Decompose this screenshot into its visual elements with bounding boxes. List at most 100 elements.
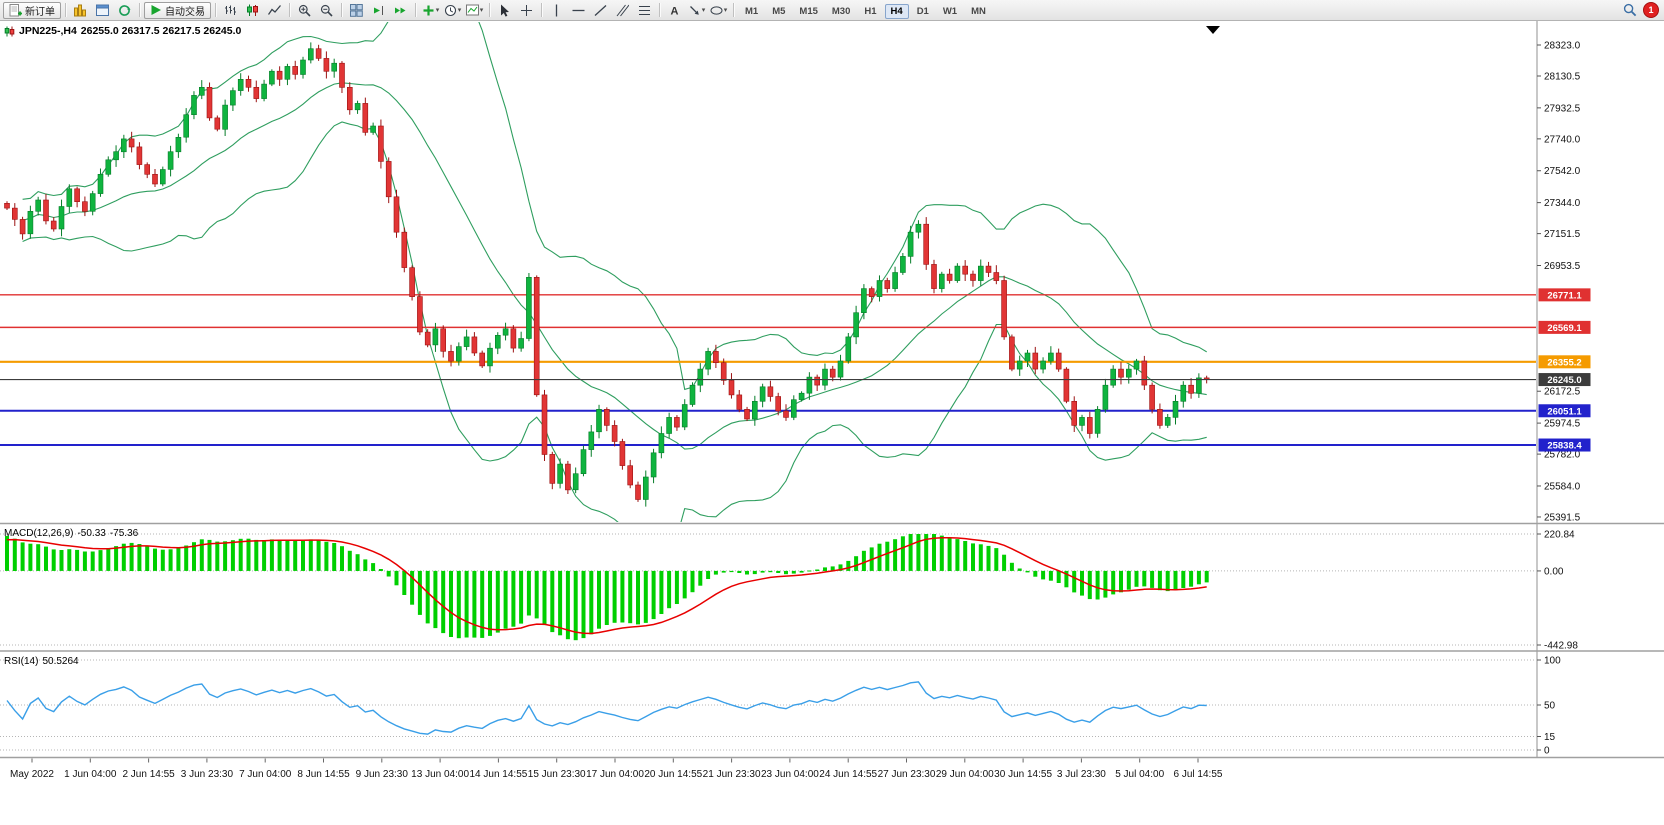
search-icon xyxy=(1623,3,1636,17)
scroll-to-end-marker[interactable] xyxy=(1206,26,1220,34)
template-icon xyxy=(465,4,479,15)
toolbar: 新订单 自动交易 ▾ ▾ ▾ A ▾ ▾ M1 M5 M15 M30 H1 H4 D1 W1 M… xyxy=(0,0,1664,21)
tf-button-m5[interactable]: M5 xyxy=(772,6,786,17)
svg-text:23 Jun 04:00: 23 Jun 04:00 xyxy=(761,769,819,780)
tf-button-m30[interactable]: M30 xyxy=(831,6,851,17)
refresh-button[interactable] xyxy=(114,1,135,19)
svg-text:27344.0: 27344.0 xyxy=(1544,198,1581,209)
svg-text:15: 15 xyxy=(1544,732,1556,743)
svg-text:5 Jul 04:00: 5 Jul 04:00 xyxy=(1115,769,1164,780)
channel-button[interactable] xyxy=(612,1,633,19)
macd-panel xyxy=(0,533,1536,646)
tf-button-w1[interactable]: W1 xyxy=(942,6,958,17)
candles xyxy=(4,42,1210,507)
svg-text:13 Jun 04:00: 13 Jun 04:00 xyxy=(411,769,469,780)
search-button[interactable] xyxy=(1619,1,1640,19)
bar-chart-icon xyxy=(225,5,236,15)
dropdown-caret-icon: ▾ xyxy=(457,7,462,14)
macd-name: MACD(12,26,9) xyxy=(4,528,74,539)
auto-scroll-icon xyxy=(395,7,406,13)
toolbar-separator xyxy=(541,3,542,17)
zoom-out-button[interactable] xyxy=(316,1,337,19)
candlestick-chart-button[interactable] xyxy=(242,1,263,19)
svg-text:25584.0: 25584.0 xyxy=(1544,481,1581,492)
tf-button-m15[interactable]: M15 xyxy=(799,6,818,17)
svg-text:0: 0 xyxy=(1544,746,1550,757)
svg-text:26051.1: 26051.1 xyxy=(1547,406,1582,417)
fibonacci-button[interactable] xyxy=(634,1,655,19)
clock-icon xyxy=(444,4,456,16)
metaeditor-button[interactable] xyxy=(70,1,91,19)
tf-button-h4[interactable]: H4 xyxy=(884,4,909,19)
cursor-icon xyxy=(501,4,509,17)
shapes-button[interactable]: ▾ xyxy=(708,1,729,19)
zoom-in-button[interactable] xyxy=(294,1,315,19)
cursor-button[interactable] xyxy=(494,1,515,19)
toolbar-separator xyxy=(659,3,660,17)
svg-text:26172.5: 26172.5 xyxy=(1544,387,1581,398)
line-chart-icon xyxy=(268,4,281,15)
svg-text:25782.0: 25782.0 xyxy=(1544,450,1581,461)
svg-text:14 Jun 14:55: 14 Jun 14:55 xyxy=(469,769,527,780)
toolbar-separator xyxy=(289,3,290,17)
toolbar-right-group: 1 xyxy=(1619,1,1661,19)
zoom-out-icon xyxy=(320,4,333,17)
chart-shift-button[interactable] xyxy=(368,1,389,19)
svg-text:3 Jul 23:30: 3 Jul 23:30 xyxy=(1057,769,1106,780)
dropdown-caret-icon: ▾ xyxy=(723,7,728,14)
svg-text:A: A xyxy=(671,5,679,17)
new-order-label: 新订单 xyxy=(25,6,55,18)
toolbar-separator xyxy=(215,3,216,17)
tf-button-mn[interactable]: MN xyxy=(971,6,986,17)
autotrading-button[interactable]: 自动交易 xyxy=(144,1,211,19)
svg-text:27932.5: 27932.5 xyxy=(1544,103,1581,114)
svg-text:May 2022: May 2022 xyxy=(10,769,54,780)
tf-button-d1[interactable]: D1 xyxy=(916,6,929,17)
arrow-tool-button[interactable]: ▾ xyxy=(686,1,707,19)
horizontal-line-button[interactable] xyxy=(568,1,589,19)
data-window-icon xyxy=(96,4,109,16)
svg-text:25838.4: 25838.4 xyxy=(1547,441,1582,452)
svg-text:0.00: 0.00 xyxy=(1544,566,1564,577)
bollinger-bands xyxy=(22,22,1207,522)
periods-button[interactable]: ▾ xyxy=(442,1,463,19)
tile-windows-icon xyxy=(350,3,363,17)
chart-title: JPN225-,H4 26255.0 26317.5 26217.5 26245… xyxy=(4,25,241,37)
tf-button-m1[interactable]: M1 xyxy=(745,6,759,17)
bar-chart-button[interactable] xyxy=(220,1,241,19)
trendline-button[interactable] xyxy=(590,1,611,19)
toolbar-separator xyxy=(341,3,342,17)
svg-text:27542.0: 27542.0 xyxy=(1544,166,1581,177)
auto-scroll-button[interactable] xyxy=(390,1,411,19)
svg-text:20 Jun 14:55: 20 Jun 14:55 xyxy=(644,769,702,780)
svg-text:6 Jul 14:55: 6 Jul 14:55 xyxy=(1174,769,1223,780)
new-order-icon xyxy=(9,3,22,16)
tile-windows-button[interactable] xyxy=(346,1,367,19)
svg-text:8 Jun 14:55: 8 Jun 14:55 xyxy=(297,769,350,780)
svg-text:3 Jun 23:30: 3 Jun 23:30 xyxy=(181,769,234,780)
crosshair-icon xyxy=(521,4,532,16)
chart-symbol-icon xyxy=(4,26,15,36)
templates-button[interactable]: ▾ xyxy=(464,1,485,19)
rsi-indicator-label: RSI(14) 50.5264 xyxy=(4,656,79,667)
arrow-tool-icon xyxy=(689,5,699,15)
crosshair-button[interactable] xyxy=(516,1,537,19)
axes: 28323.0 28130.5 27932.5 27740.0 27542.0 27344… xyxy=(0,21,1664,780)
line-chart-button[interactable] xyxy=(264,1,285,19)
data-window-button[interactable] xyxy=(92,1,113,19)
tf-button-h1[interactable]: H1 xyxy=(864,6,877,17)
text-tool-button[interactable]: A xyxy=(664,1,685,19)
svg-text:2 Jun 14:55: 2 Jun 14:55 xyxy=(122,769,175,780)
svg-text:27 Jun 23:30: 27 Jun 23:30 xyxy=(878,769,936,780)
svg-text:-442.98: -442.98 xyxy=(1544,641,1578,652)
notification-badge[interactable]: 1 xyxy=(1643,2,1659,18)
svg-text:21 Jun 23:30: 21 Jun 23:30 xyxy=(703,769,761,780)
new-order-button[interactable]: 新订单 xyxy=(3,1,61,19)
indicators-button[interactable]: ▾ xyxy=(420,1,441,19)
macd-value-main: -50.33 xyxy=(77,528,106,539)
vertical-line-button[interactable] xyxy=(546,1,567,19)
svg-text:28323.0: 28323.0 xyxy=(1544,41,1581,52)
autotrading-label: 自动交易 xyxy=(165,6,205,18)
